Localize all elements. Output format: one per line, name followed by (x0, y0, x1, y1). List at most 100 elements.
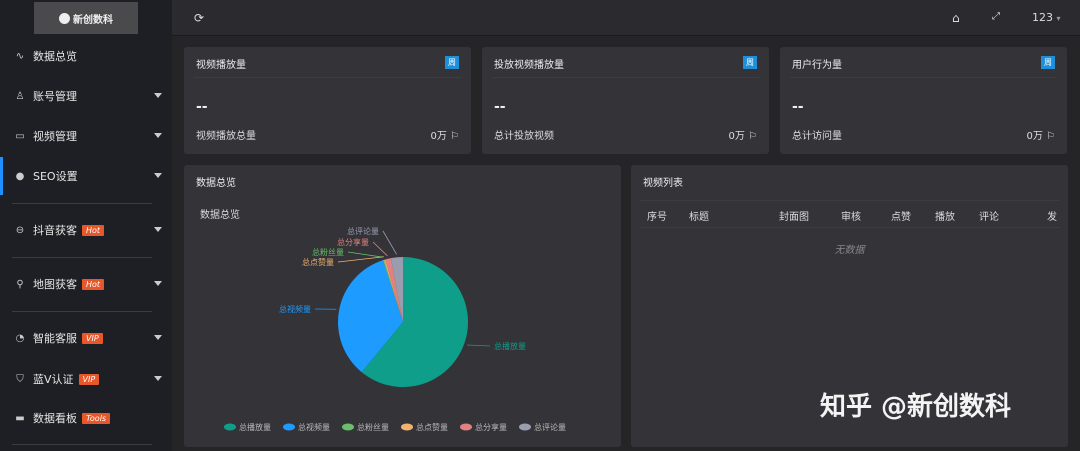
sidebar-item-4[interactable]: ⊖ 抖音获客 Hot (0, 215, 172, 245)
sidebar-item-1[interactable]: ♙ 账号管理 (0, 81, 172, 111)
legend-label[interactable]: 总分享量 (475, 422, 507, 432)
pie-slice[interactable] (390, 257, 403, 322)
panel-title: 视频列表 (643, 178, 683, 189)
column-header: 发 (1047, 212, 1057, 223)
sidebar-item-label: 数据总览 (33, 50, 77, 63)
legend-label[interactable]: 总点赞量 (416, 422, 448, 432)
sidebar-item-3[interactable]: ● SEO设置 (0, 161, 172, 191)
sidebar-item-label: 蓝V认证 (33, 373, 74, 386)
card-footer-label: 视频播放总量 (196, 131, 256, 142)
divider (492, 77, 759, 78)
chevron-down-icon (154, 173, 162, 178)
user-menu[interactable]: 123 ▾ (1032, 11, 1061, 24)
pie-slice[interactable] (385, 258, 403, 322)
badge: Tools (82, 412, 111, 424)
sidebar-item-label: 抖音获客 (33, 224, 77, 237)
sidebar-item-0[interactable]: ∿ 数据总览 (0, 41, 172, 71)
topbar: ⟳ ⌂ ⤢ 123 ▾ (172, 0, 1080, 36)
sidebar-item-label: 数据看板 (33, 412, 77, 425)
slice-label: 总点赞量 (302, 257, 334, 267)
card-footer-value: 0万 ⚐ (1026, 131, 1055, 142)
badge: Hot (82, 224, 105, 236)
divider (790, 77, 1057, 78)
sidebar-item-7[interactable]: ⛉ 蓝V认证 VIP (0, 364, 172, 394)
stat-card: 投放视频播放量 周 -- 总计投放视频 0万 ⚐ (482, 47, 769, 154)
legend-marker[interactable] (283, 423, 295, 431)
sidebar-item-8[interactable]: ▬ 数据看板 Tools (0, 403, 172, 433)
user-icon: ♙ (15, 90, 25, 102)
column-header: 点赞 (891, 212, 911, 223)
active-indicator (0, 157, 3, 195)
label-line (347, 251, 383, 258)
pie-slice[interactable] (338, 260, 403, 373)
legend-label[interactable]: 总评论量 (534, 422, 566, 432)
legend-marker[interactable] (224, 423, 236, 431)
legend-label[interactable]: 总播放量 (239, 422, 271, 432)
period-badge[interactable]: 周 (743, 56, 757, 69)
legend-marker[interactable] (401, 423, 413, 431)
empty-text: 无数据 (834, 245, 865, 256)
pie-chart: 总播放量总播放量总视频量总视频量总粉丝量总粉丝量总点赞量总点赞量总分享量总分享量… (224, 226, 566, 432)
column-header: 封面图 (779, 212, 809, 223)
label-line (382, 230, 397, 255)
sidebar-item-label: SEO设置 (33, 170, 78, 183)
badge: VIP (78, 373, 100, 385)
watermark: 知乎 @新创数科 (820, 392, 1012, 422)
slice-label: 总视频量 (279, 304, 311, 314)
legend-marker[interactable] (460, 423, 472, 431)
badge: Hot (82, 278, 105, 290)
divider (639, 227, 1060, 228)
sidebar-item-label: 账号管理 (33, 90, 77, 103)
sidebar-item-label: 视频管理 (33, 130, 77, 143)
monitor-icon: ▬ (15, 412, 25, 424)
sidebar-item-5[interactable]: ⚲ 地图获客 Hot (0, 269, 172, 299)
location-icon: ⚲ (16, 278, 24, 290)
card-value: -- (792, 99, 804, 115)
divider (12, 257, 152, 258)
slice-label: 总粉丝量 (312, 247, 344, 257)
pie-slice[interactable] (361, 257, 469, 387)
logo-text: 新创数科 (73, 14, 113, 26)
divider (12, 203, 152, 204)
period-badge[interactable]: 周 (1041, 56, 1055, 69)
slice-label: 总分享量 (337, 237, 369, 247)
globe-icon: ● (15, 170, 25, 182)
pulse-icon: ∿ (15, 50, 25, 62)
column-header: 播放 (935, 212, 955, 223)
sidebar-item-label: 智能客服 (33, 332, 77, 345)
logo[interactable]: 新创数科 (34, 2, 138, 34)
tag-icon[interactable]: ⌂ (952, 11, 960, 25)
card-footer-value: 0万 ⚐ (728, 131, 757, 142)
divider (12, 444, 152, 445)
logo-icon (59, 12, 70, 24)
sidebar-item-2[interactable]: ▭ 视频管理 (0, 121, 172, 151)
refresh-icon[interactable]: ⟳ (194, 11, 205, 25)
legend-marker[interactable] (519, 423, 531, 431)
pie-slice[interactable] (382, 259, 403, 322)
legend-marker[interactable] (342, 423, 354, 431)
divider (639, 200, 1060, 201)
card-footer-label: 总计投放视频 (494, 131, 554, 142)
flag-icon: ⚐ (450, 131, 459, 142)
fullscreen-icon[interactable]: ⤢ (992, 11, 1000, 22)
stat-card: 视频播放量 周 -- 视频播放总量 0万 ⚐ (184, 47, 471, 154)
card-footer-label: 总计访问量 (792, 131, 842, 142)
pie-slice[interactable] (384, 259, 403, 322)
chevron-down-icon (154, 133, 162, 138)
card-footer-value: 0万 ⚐ (430, 131, 459, 142)
username: 123 (1032, 11, 1053, 24)
video-list-panel: 视频列表 序号 标题 封面图 审核 点赞 播放 评论 发 无数据 (631, 165, 1068, 447)
overview-panel: 数据总览 数据总览 总播放量 总播放量 总视频量 总视频量 总粉丝量 总粉丝量 总点赞量 总点… (184, 165, 621, 447)
legend-label[interactable]: 总视频量 (298, 422, 330, 432)
card-value: -- (494, 99, 506, 115)
slice-label: 总评论量 (347, 226, 379, 236)
flag-icon: ⚐ (1046, 131, 1055, 142)
chevron-down-icon (154, 227, 162, 232)
column-header: 标题 (689, 212, 709, 223)
legend-label[interactable]: 总粉丝量 (357, 422, 389, 432)
column-header: 审核 (841, 212, 861, 223)
label-line (466, 344, 491, 347)
label-line (337, 256, 384, 263)
sidebar-item-6[interactable]: ◔ 智能客服 VIP (0, 323, 172, 353)
period-badge[interactable]: 周 (445, 56, 459, 69)
